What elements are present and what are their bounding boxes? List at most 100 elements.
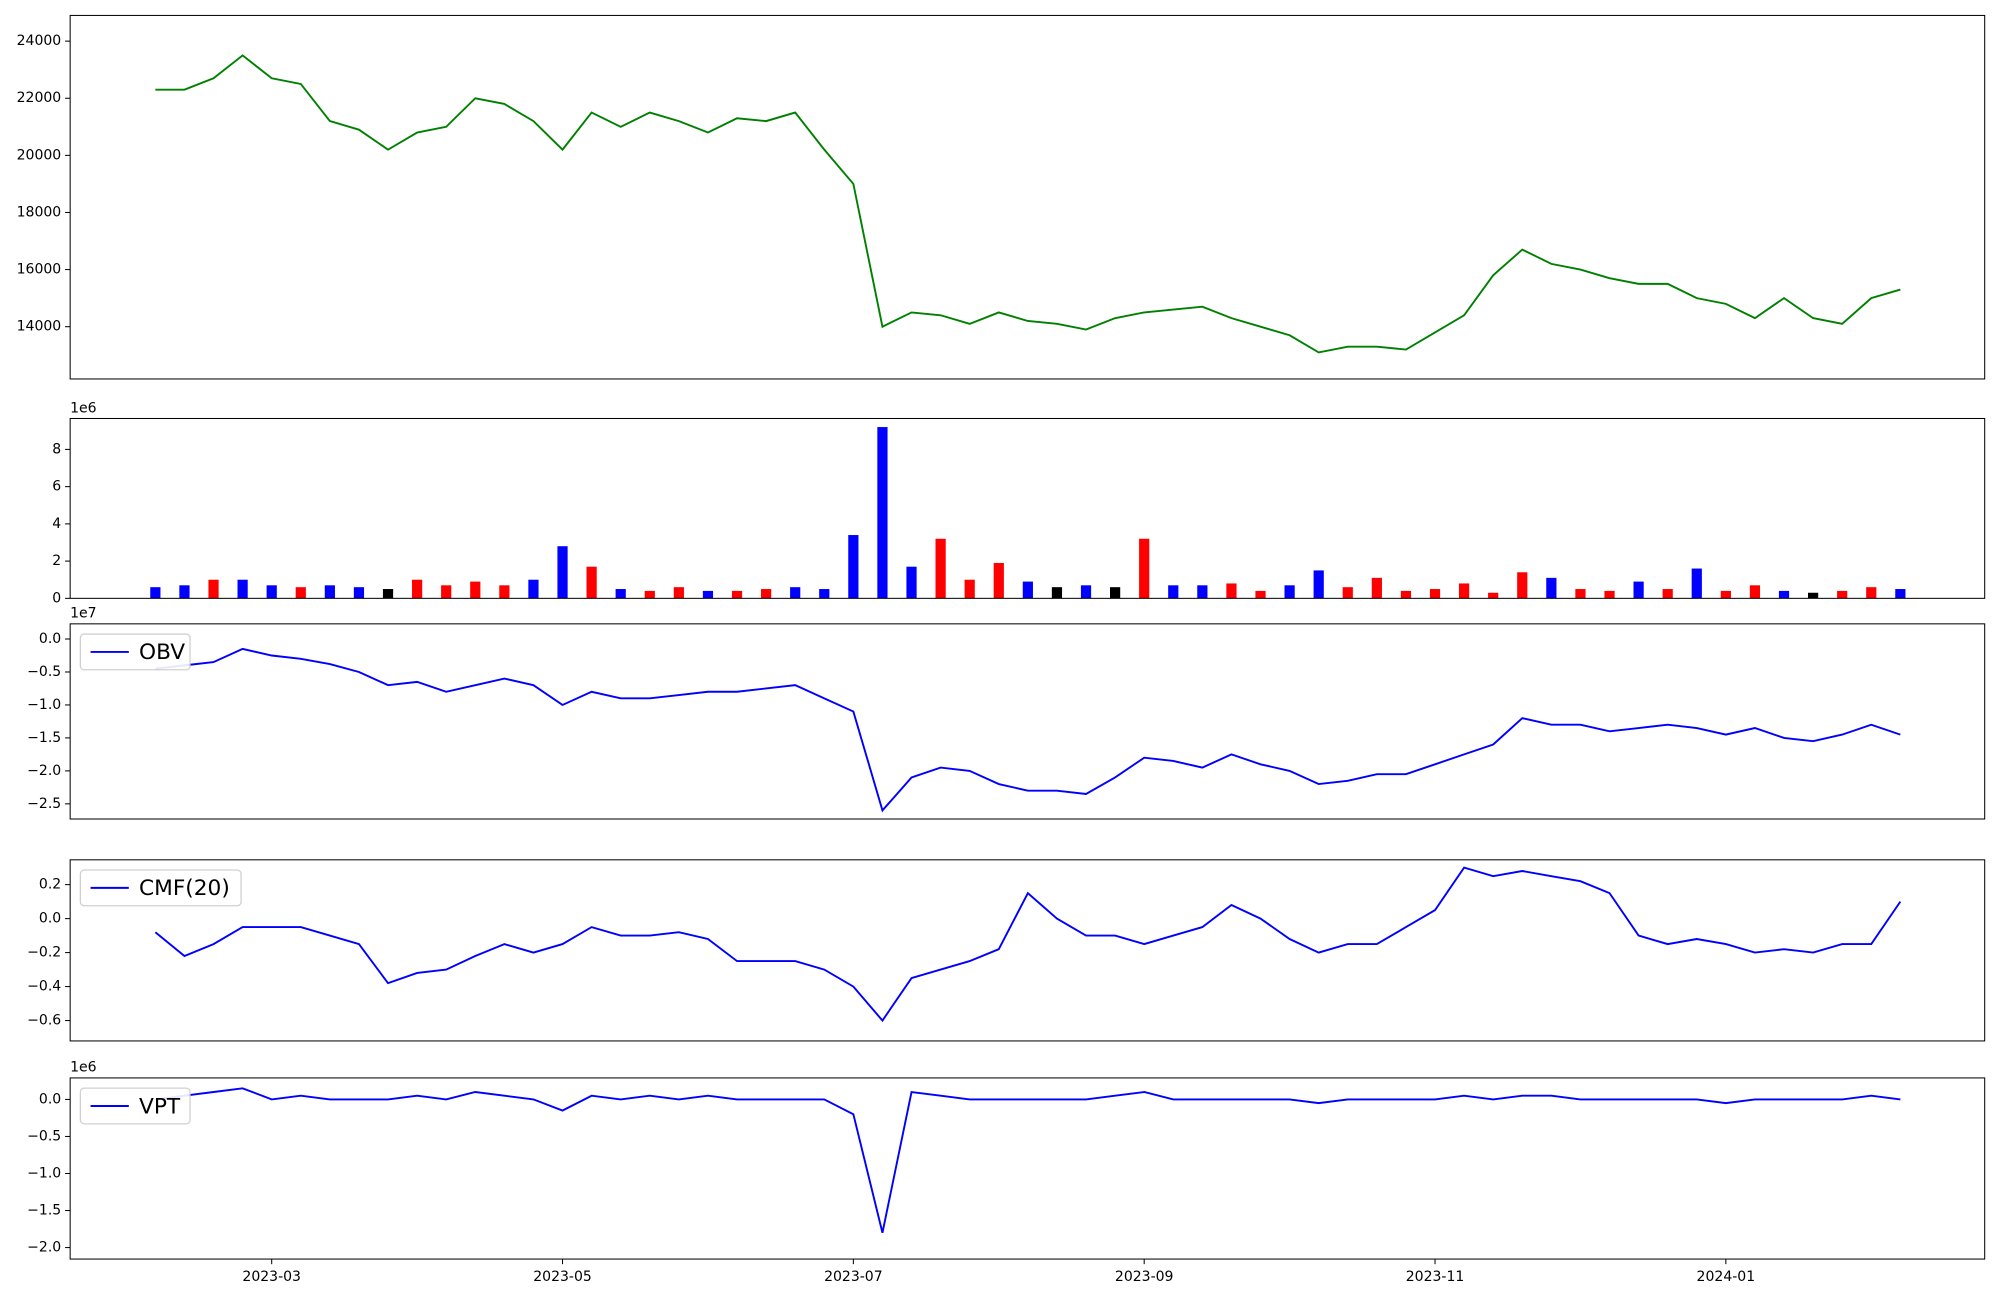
bar — [179, 585, 190, 599]
bar — [1313, 570, 1324, 599]
bar — [499, 585, 510, 599]
bar — [1371, 577, 1382, 599]
bar — [1691, 568, 1702, 599]
bar — [1517, 572, 1528, 599]
x-tick-label: 2023-09 — [1115, 1269, 1174, 1285]
bar — [208, 579, 219, 599]
bar — [237, 579, 248, 599]
x-tick-label: 2023-11 — [1406, 1269, 1465, 1285]
bar — [819, 589, 830, 599]
y-tick-label: −2.0 — [27, 763, 61, 779]
bar — [1197, 585, 1208, 599]
bar — [382, 589, 394, 599]
line — [155, 54, 1901, 354]
bar — [1429, 589, 1441, 599]
bar — [1895, 589, 1906, 599]
bar — [1342, 587, 1353, 599]
legend-box — [79, 633, 191, 671]
legend-box — [79, 1087, 191, 1125]
bar — [906, 566, 917, 599]
y-tick-label: 4 — [52, 516, 61, 532]
bar — [150, 587, 161, 599]
plot-frame — [69, 14, 1986, 380]
bar — [1168, 585, 1179, 599]
y-tick-label: 16000 — [17, 262, 62, 278]
plot-frame — [69, 859, 1986, 1042]
bar — [1662, 589, 1673, 599]
plot-frame — [69, 417, 1986, 599]
y-tick-label: −1.0 — [27, 1165, 61, 1181]
y-tick-label: −0.4 — [27, 979, 61, 995]
y-tick-label: 0.0 — [39, 1091, 61, 1107]
y-tick-label: −0.6 — [27, 1013, 61, 1029]
line — [155, 1087, 1901, 1233]
bar — [1459, 583, 1470, 599]
line — [154, 866, 1902, 1023]
bar — [1633, 581, 1644, 599]
y-tick-label: 22000 — [17, 90, 62, 106]
y-tick-label: −1.0 — [27, 697, 61, 713]
x-tick-label: 2024-01 — [1697, 1269, 1756, 1285]
offset-label: 1e6 — [70, 1060, 97, 1076]
y-tick-label: −1.5 — [27, 730, 61, 746]
bar — [1749, 585, 1761, 599]
bar — [1720, 590, 1731, 599]
bar — [673, 587, 684, 599]
plot-frame — [69, 1077, 1986, 1260]
legend-box — [79, 869, 242, 907]
y-tick-label: 0.0 — [39, 631, 61, 647]
x-tick-label: 2023-07 — [824, 1269, 883, 1285]
y-tick-label: 18000 — [17, 204, 62, 220]
bar — [266, 585, 277, 599]
y-tick-label: −0.5 — [27, 1128, 61, 1144]
bar — [1866, 587, 1877, 599]
bar — [1837, 590, 1848, 599]
bar — [731, 590, 743, 599]
offset-label: 1e7 — [70, 606, 96, 622]
x-tick-label: 2023-05 — [533, 1269, 592, 1285]
bar — [528, 579, 539, 599]
y-tick-label: 20000 — [17, 147, 62, 163]
plot-frame — [69, 623, 1986, 820]
bar — [470, 581, 481, 599]
bar — [1080, 585, 1092, 599]
y-tick-label: 6 — [52, 479, 61, 495]
y-tick-label: 2 — [52, 553, 61, 569]
line — [155, 647, 1901, 813]
bar — [1022, 581, 1033, 599]
bar — [964, 579, 975, 599]
bar — [1051, 587, 1063, 599]
bar — [1604, 590, 1615, 599]
legend-label: CMF(20) — [139, 876, 230, 901]
y-tick-label: 0.2 — [39, 877, 61, 893]
bar — [1808, 592, 1819, 599]
legend-label: VPT — [139, 1094, 181, 1119]
bar — [1488, 592, 1499, 599]
x-tick-label: 2023-03 — [242, 1269, 301, 1285]
y-tick-label: −2.5 — [27, 796, 61, 812]
y-tick-label: 0.0 — [39, 911, 61, 927]
y-tick-label: 8 — [52, 441, 61, 457]
bar — [935, 538, 946, 599]
bar — [702, 590, 714, 599]
bar — [1255, 590, 1266, 599]
bar — [1226, 583, 1237, 599]
bar — [1778, 590, 1790, 599]
bar — [1546, 577, 1557, 599]
bar — [1139, 538, 1150, 599]
bar — [295, 587, 306, 599]
bar — [993, 562, 1004, 599]
bar — [615, 589, 626, 599]
bar — [761, 589, 772, 599]
bar — [644, 590, 655, 599]
bar — [848, 535, 859, 599]
bar — [1575, 589, 1586, 599]
bar — [353, 587, 365, 599]
y-tick-label: 0 — [52, 590, 61, 606]
bar — [412, 579, 423, 599]
bar — [877, 427, 888, 599]
y-tick-label: −2.0 — [27, 1240, 61, 1256]
y-tick-label: 24000 — [17, 33, 62, 49]
offset-label: 1e6 — [70, 400, 97, 416]
